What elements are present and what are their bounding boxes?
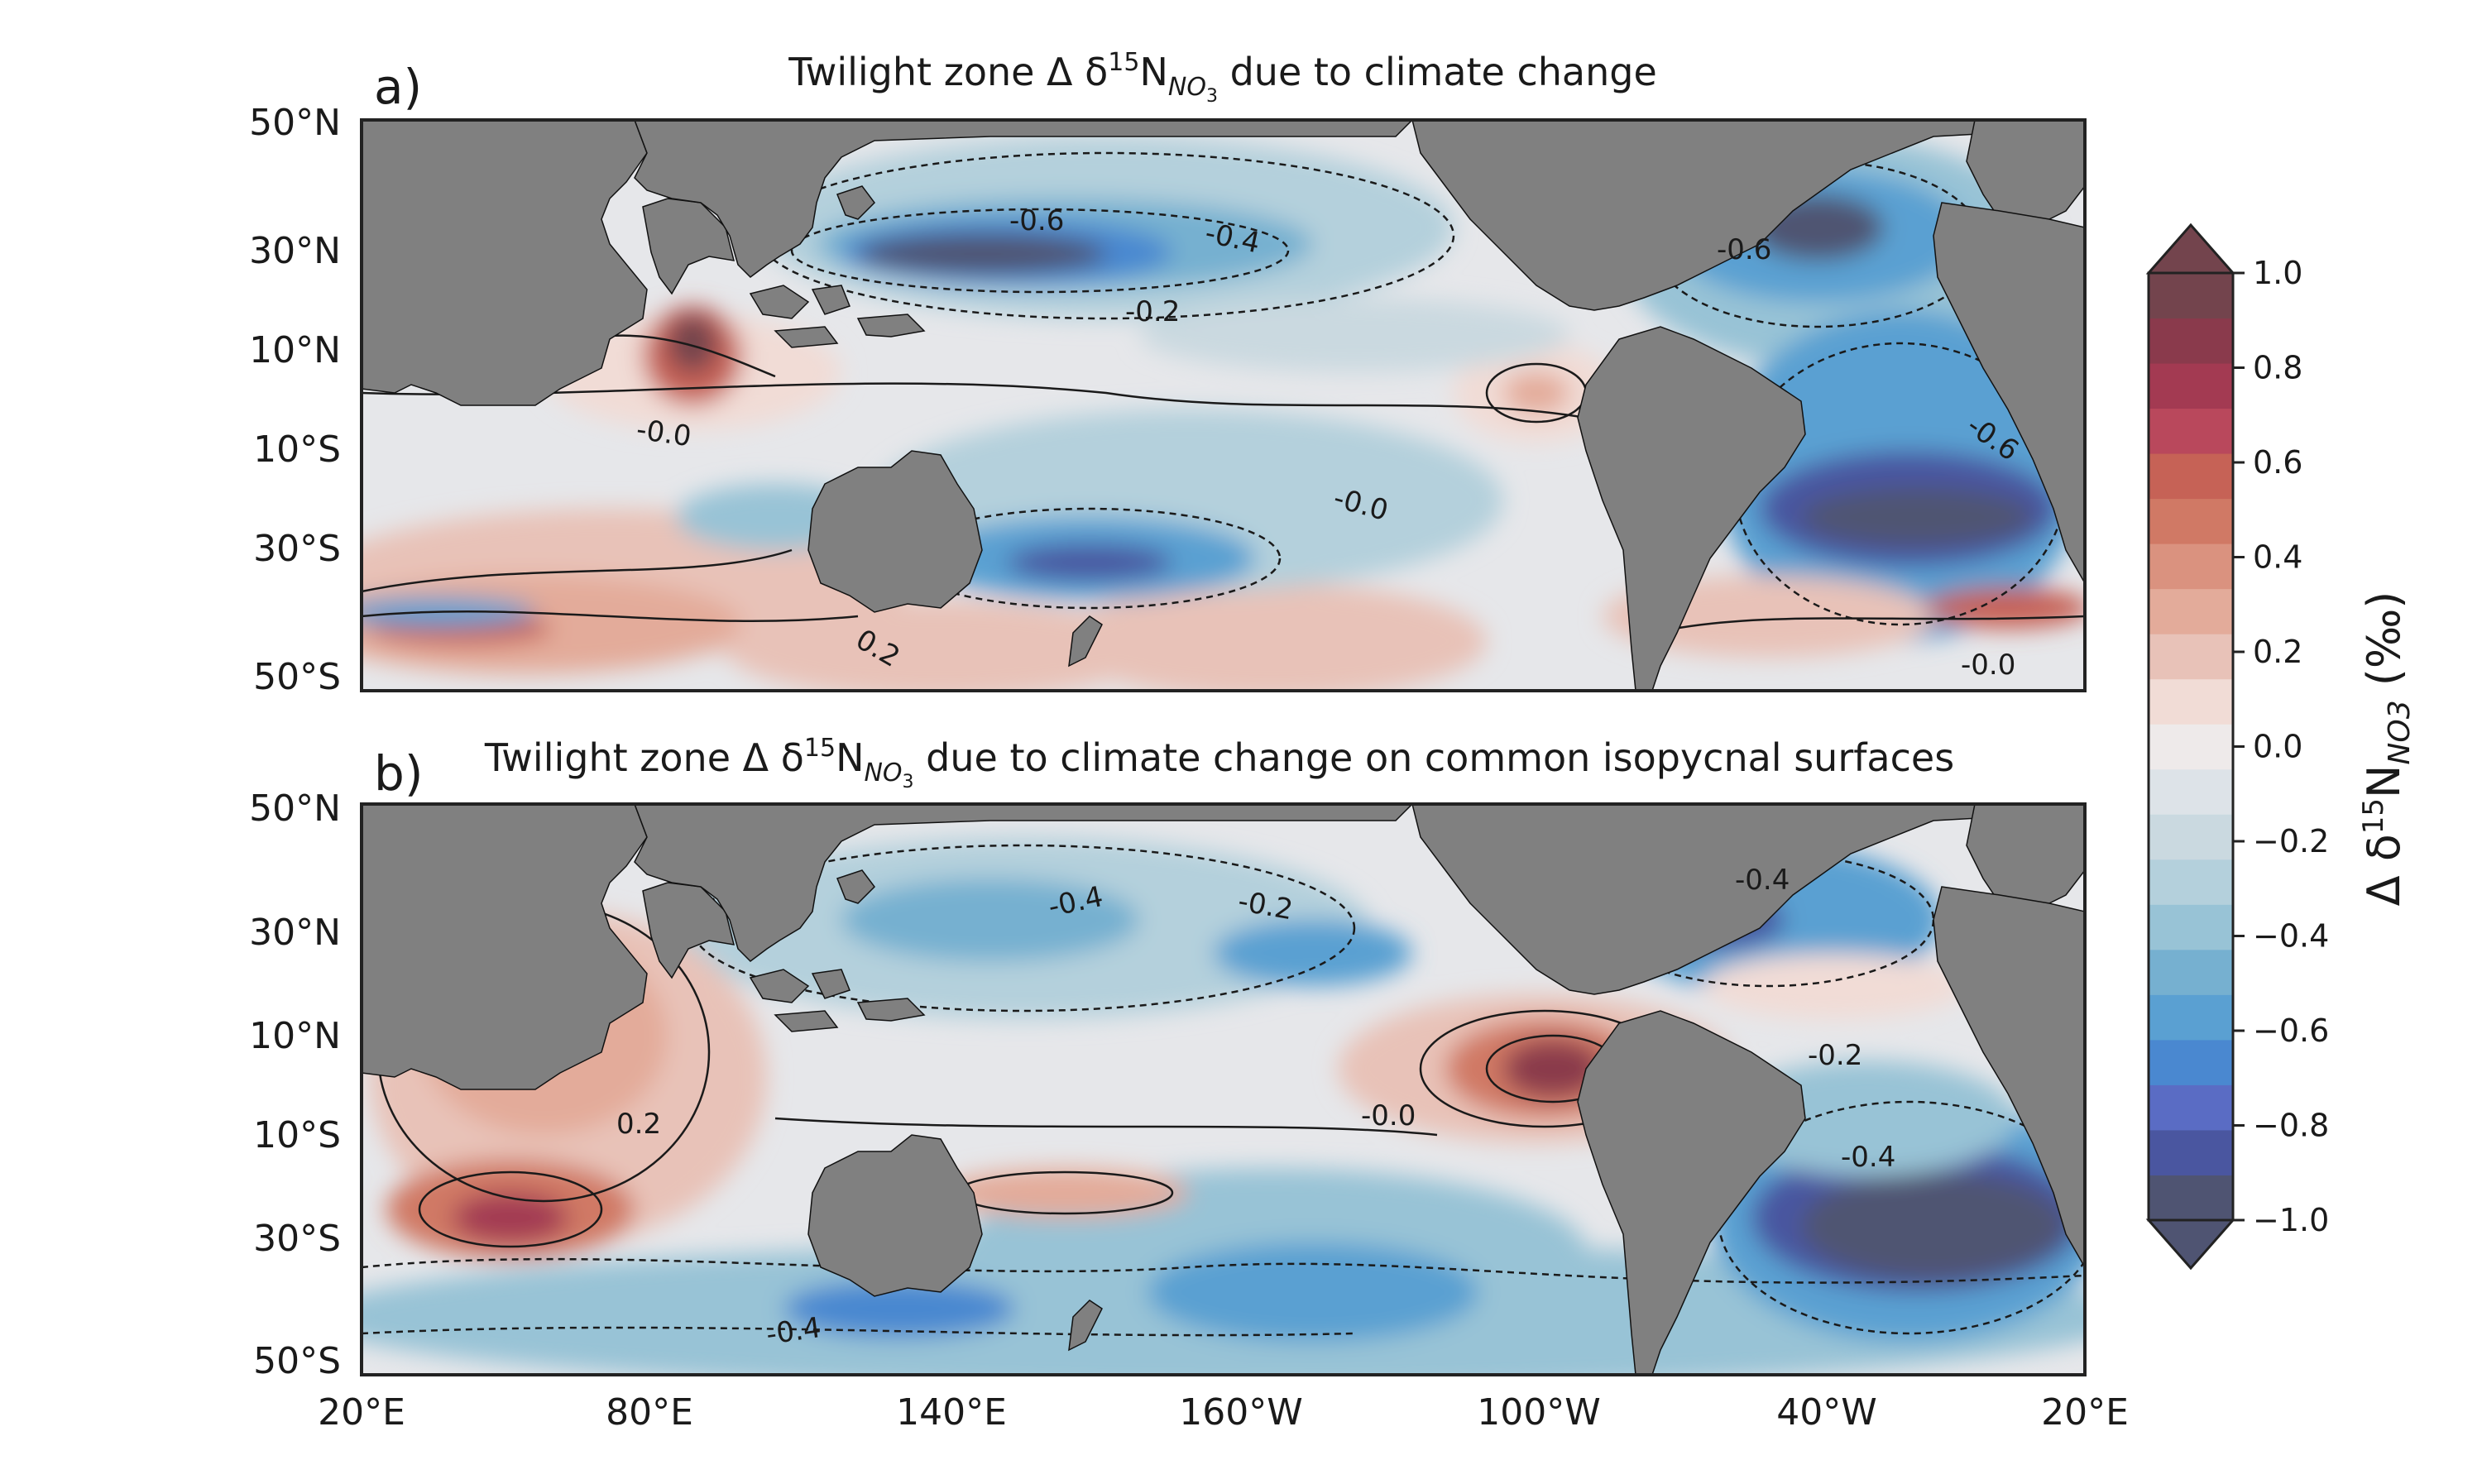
contour-label: -0.0 (1361, 1099, 1416, 1132)
colorbar-swatch (2149, 634, 2233, 680)
lon-tick-label: 140°E (896, 1391, 1007, 1434)
contour-label: -0.2 (1808, 1039, 1862, 1072)
panel-a-lat-axis: 50°N 30°N 10°N 10°S 30°S 50°S (249, 102, 341, 698)
colorbar-swatch (2149, 724, 2233, 770)
colorbar-label: Δ δ15NNO3 (‰) (2357, 591, 2417, 907)
panel-b-lat-axis: 50°N 30°N 10°N 10°S 30°S 50°S (249, 787, 341, 1382)
contour-label: -0.6 (1009, 204, 1064, 237)
panel-b-title: Twilight zone Δ δ15NNO3 due to climate c… (484, 734, 1954, 792)
contour-label: -0.4 (1841, 1141, 1895, 1174)
colorbar-swatch (2149, 1129, 2233, 1175)
lat-tick-label: 10°N (249, 1015, 341, 1057)
colorbar-swatch (2149, 543, 2233, 590)
lon-tick-label: 20°E (2041, 1391, 2129, 1434)
lat-tick-label: 30°N (249, 230, 341, 272)
panel-b-letter: b) (374, 745, 423, 802)
colorbar-tick-label: −0.2 (2253, 823, 2329, 859)
colorbar-swatch (2149, 1175, 2233, 1221)
panel-a: a) Twilight zone Δ δ15NNO3 due to climat… (249, 48, 2087, 698)
colorbar-tick-label: 0.6 (2253, 444, 2302, 481)
panel-a-letter: a) (374, 59, 422, 115)
colorbar-swatch (2149, 363, 2233, 409)
colorbar-swatch (2149, 859, 2233, 905)
lat-tick-label: 10°S (253, 428, 341, 471)
colorbar-tick-label: −0.4 (2253, 918, 2329, 955)
colorbar-segments (2149, 273, 2233, 1221)
lat-tick-label: 50°N (249, 102, 341, 144)
colorbar-tick-label: −1.0 (2253, 1202, 2329, 1238)
colorbar: 1.0 0.8 0.6 0.4 0.2 0.0 −0.2 −0.4 −0.6 −0.8 −1.0 Δ… (2145, 223, 2417, 1271)
colorbar-tick-label: 0.4 (2253, 539, 2302, 576)
contour-label: -0.4 (1735, 864, 1790, 897)
colorbar-top-extension (2145, 223, 2236, 275)
colorbar-swatch (2149, 318, 2233, 364)
lat-tick-label: 30°N (249, 912, 341, 954)
lon-tick-label: 40°W (1776, 1391, 1877, 1434)
contour-label: 0.2 (616, 1108, 661, 1141)
contour-label: -0.0 (635, 413, 693, 453)
colorbar-swatch (2149, 994, 2233, 1041)
contour-label: -0.0 (1961, 649, 2015, 682)
lat-tick-label: 30°S (253, 1218, 341, 1260)
colorbar-swatch (2149, 453, 2233, 500)
colorbar-swatch (2149, 1084, 2233, 1131)
colorbar-swatch (2149, 588, 2233, 634)
colorbar-swatch (2149, 678, 2233, 725)
lat-tick-label: 10°S (253, 1114, 341, 1156)
colorbar-swatch (2149, 768, 2233, 815)
lon-tick-label: 20°E (318, 1391, 405, 1434)
colorbar-tick-label: 0.0 (2253, 729, 2302, 765)
lon-tick-label: 100°W (1477, 1391, 1601, 1434)
colorbar-tick-label: 0.2 (2253, 634, 2302, 670)
lat-tick-label: 50°N (249, 787, 341, 830)
colorbar-swatch (2149, 904, 2233, 950)
contour-label: -0.6 (1717, 233, 1771, 266)
colorbar-tick-label: 0.8 (2253, 350, 2302, 386)
colorbar-swatch (2149, 1039, 2233, 1085)
panel-b-frame (360, 802, 2087, 1376)
colorbar-bottom-extension (2145, 1218, 2236, 1271)
colorbar-swatch (2149, 814, 2233, 860)
lon-tick-label: 80°E (606, 1391, 693, 1434)
colorbar-tick-label: −0.6 (2253, 1012, 2329, 1049)
panel-a-title: Twilight zone Δ δ15NNO3 due to climate c… (788, 48, 1657, 107)
colorbar-swatch (2149, 273, 2233, 319)
lon-tick-label: 160°W (1179, 1391, 1303, 1434)
contour-label: -0.4 (764, 1311, 823, 1352)
panel-b-lon-axis: 20°E 80°E 140°E 160°W 100°W 40°W 20°E (318, 1391, 2129, 1434)
colorbar-swatch (2149, 408, 2233, 454)
colorbar-swatch (2149, 498, 2233, 544)
panel-b: b) Twilight zone Δ δ15NNO3 due to climat… (249, 734, 2129, 1434)
colorbar-tick-label: 1.0 (2253, 255, 2302, 291)
colorbar-tick-label: −0.8 (2253, 1108, 2329, 1144)
contour-label: -0.2 (1125, 295, 1180, 328)
panel-a-frame (360, 118, 2087, 692)
lat-tick-label: 10°N (249, 329, 341, 371)
lat-tick-label: 30°S (253, 528, 341, 570)
colorbar-swatch (2149, 949, 2233, 995)
lat-tick-label: 50°S (253, 1340, 341, 1382)
colorbar-ticks: 1.0 0.8 0.6 0.4 0.2 0.0 −0.2 −0.4 −0.6 −0.8 −1.0 (2233, 255, 2329, 1238)
lat-tick-label: 50°S (253, 656, 341, 698)
